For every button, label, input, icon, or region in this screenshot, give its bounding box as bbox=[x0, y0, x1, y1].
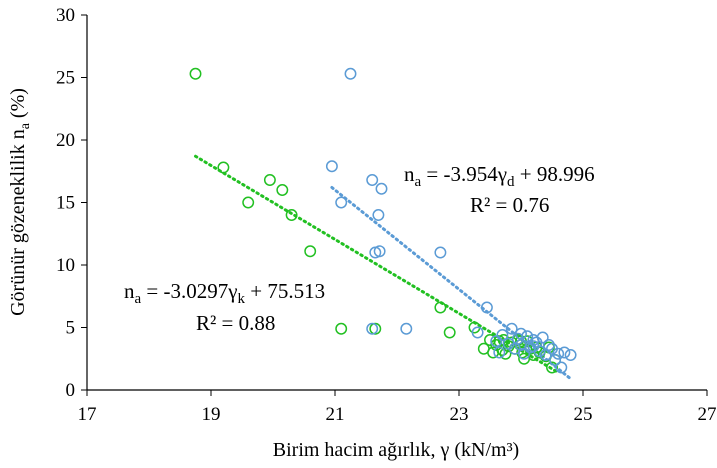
data-point-blue bbox=[558, 346, 571, 359]
y-tick-label: 15 bbox=[56, 193, 75, 214]
equation-blue-prefix: n bbox=[404, 162, 415, 186]
x-tick-label: 27 bbox=[698, 404, 717, 425]
equation-blue-series: na = -3.954γd + 98.996 R² = 0.76 bbox=[404, 162, 595, 217]
data-point-green bbox=[369, 322, 382, 335]
data-point-blue bbox=[555, 361, 568, 374]
data-point-blue bbox=[490, 335, 503, 348]
data-point-blue bbox=[552, 347, 565, 360]
data-point-blue bbox=[366, 174, 379, 186]
data-point-blue bbox=[366, 322, 379, 335]
data-point-blue bbox=[325, 160, 338, 173]
equation-green-prefix: n bbox=[124, 279, 135, 303]
data-point-blue bbox=[480, 301, 493, 314]
x-tick-label: 25 bbox=[574, 404, 593, 425]
y-tick-label: 30 bbox=[56, 5, 75, 26]
data-point-blue bbox=[496, 329, 509, 341]
y-axis-title-main: Görünür gözeneklilik n bbox=[7, 129, 29, 316]
y-tick-label: 0 bbox=[66, 380, 76, 401]
data-point-green bbox=[217, 161, 230, 174]
data-point-green bbox=[527, 349, 540, 361]
y-axis-title-subscript: a bbox=[18, 122, 33, 129]
data-point-blue bbox=[527, 340, 540, 353]
equation-green-mid: = -3.0297γ bbox=[141, 279, 237, 303]
data-point-blue bbox=[521, 330, 534, 343]
data-point-blue bbox=[373, 245, 386, 258]
equation-green-suffix: + 75.513 bbox=[245, 279, 325, 303]
data-point-blue bbox=[335, 196, 348, 209]
data-point-blue bbox=[515, 327, 527, 340]
x-tick-label: 19 bbox=[202, 404, 221, 425]
y-tick-label: 5 bbox=[66, 318, 76, 339]
data-point-blue bbox=[505, 322, 518, 335]
data-point-green bbox=[285, 209, 298, 221]
y-tick-label: 10 bbox=[56, 255, 75, 276]
data-point-blue bbox=[542, 339, 555, 351]
data-point-green bbox=[263, 174, 276, 186]
equation-blue-subscript: a bbox=[415, 174, 422, 190]
data-point-blue bbox=[344, 67, 357, 80]
data-point-blue bbox=[493, 346, 506, 359]
data-point-green bbox=[434, 301, 447, 314]
equation-green-subscript: a bbox=[135, 291, 142, 307]
data-point-green bbox=[335, 322, 348, 335]
equation-green-formula: na = -3.0297γk + 75.513 bbox=[124, 279, 325, 307]
equation-green-r2: R² = 0.88 bbox=[196, 311, 275, 335]
data-point-blue bbox=[471, 326, 484, 339]
axis-ticks: 0 5 10 15 20 25 30 17 19 21 23 25 27 bbox=[56, 5, 717, 425]
x-tick-label: 17 bbox=[78, 404, 97, 425]
axes bbox=[86, 15, 707, 391]
x-axis-title: Birim hacim ağırlık, γ (kN/m³) bbox=[273, 439, 519, 461]
data-point-green bbox=[443, 326, 456, 339]
data-point-blue bbox=[400, 322, 413, 335]
y-tick-label: 20 bbox=[56, 130, 75, 151]
y-axis-title-unit: (%) bbox=[7, 88, 29, 123]
data-point-blue bbox=[564, 349, 577, 361]
data-point-blue bbox=[549, 354, 562, 366]
x-tick-label: 21 bbox=[326, 404, 345, 425]
equation-blue-formula: na = -3.954γd + 98.996 bbox=[404, 162, 595, 190]
data-point-blue bbox=[372, 209, 385, 221]
equation-green-series: na = -3.0297γk + 75.513 R² = 0.88 bbox=[124, 279, 325, 335]
equation-blue-mid: = -3.954γ bbox=[421, 162, 507, 186]
x-tick-label: 23 bbox=[450, 404, 469, 425]
data-point-blue bbox=[536, 331, 549, 344]
data-point-green bbox=[242, 196, 255, 209]
data-points bbox=[189, 67, 577, 374]
data-point-blue bbox=[518, 347, 531, 360]
equation-blue-suffix: + 98.996 bbox=[515, 162, 595, 186]
y-tick-label: 25 bbox=[56, 68, 75, 89]
equation-blue-r2: R² = 0.76 bbox=[470, 193, 549, 217]
data-point-blue bbox=[375, 182, 388, 195]
y-axis-title: Görünür gözeneklilik na (%) bbox=[7, 88, 33, 316]
data-point-blue bbox=[434, 246, 447, 259]
equation-green-subscript2: k bbox=[238, 291, 246, 307]
data-point-green bbox=[304, 245, 317, 258]
data-point-green bbox=[189, 67, 202, 80]
equation-blue-subscript2: d bbox=[507, 174, 515, 190]
data-point-green bbox=[276, 184, 289, 196]
data-point-green bbox=[546, 361, 558, 374]
